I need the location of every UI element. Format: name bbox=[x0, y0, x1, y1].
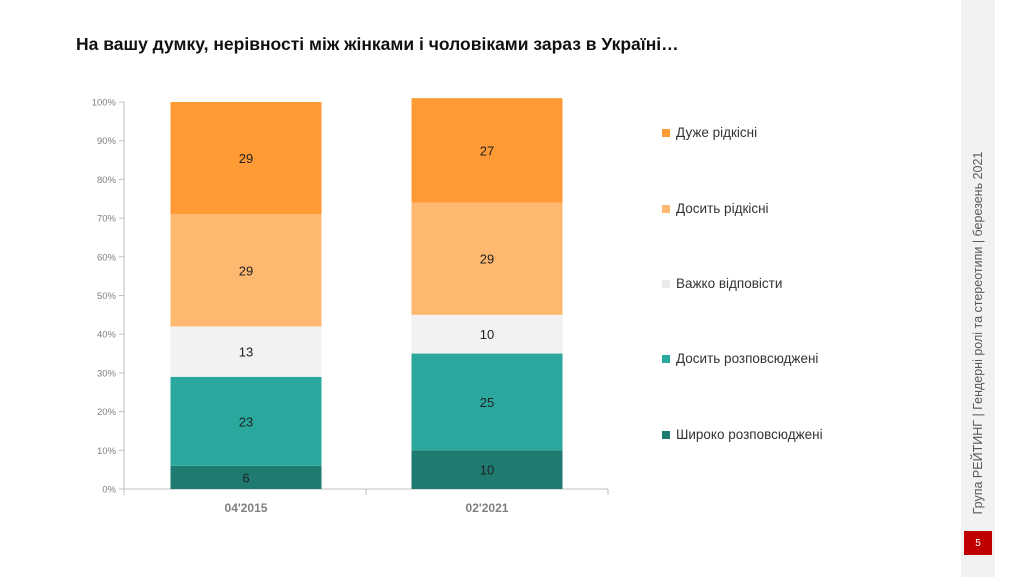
bar-segment bbox=[170, 326, 322, 377]
y-tick-label: 80% bbox=[97, 175, 117, 186]
legend-swatch bbox=[662, 128, 670, 137]
bar-segment bbox=[411, 98, 563, 203]
y-tick-label: 20% bbox=[97, 407, 117, 418]
data-label: 23 bbox=[239, 414, 253, 429]
y-tick-label: 90% bbox=[97, 136, 117, 147]
data-label: 10 bbox=[480, 327, 494, 342]
y-tick-label: 50% bbox=[97, 291, 117, 302]
bar-segment bbox=[411, 353, 563, 451]
bar-segment bbox=[170, 102, 322, 215]
legend-item: Дуже рідкісні bbox=[662, 125, 757, 140]
data-label: 6 bbox=[242, 470, 249, 485]
legend-item: Досить розповсюджені bbox=[662, 351, 818, 366]
y-tick-label: 40% bbox=[97, 330, 117, 341]
bar-segment bbox=[411, 450, 563, 489]
y-tick-label: 0% bbox=[102, 485, 116, 496]
legend-label: Дуже рідкісні bbox=[676, 125, 758, 140]
legend-swatch bbox=[662, 279, 670, 288]
sidebar-strip bbox=[961, 0, 995, 577]
y-tick-label: 10% bbox=[97, 446, 117, 457]
data-label: 29 bbox=[239, 263, 253, 278]
sidebar-caption: Група РЕЙТИНГ | Гендерні ролі та стереот… bbox=[971, 151, 985, 515]
data-label: 29 bbox=[239, 151, 253, 166]
chart-title: На вашу думку, нерівності між жінками і … bbox=[76, 34, 679, 54]
legend-swatch bbox=[662, 430, 670, 439]
data-label: 10 bbox=[480, 463, 494, 478]
data-label: 25 bbox=[480, 395, 494, 410]
legend-item: Важко відповісти bbox=[662, 276, 782, 291]
bar-segment bbox=[170, 376, 322, 466]
bar-segment bbox=[411, 202, 563, 315]
bar-segment bbox=[170, 465, 322, 489]
bar-segment bbox=[411, 314, 563, 354]
legend-label: Широко розповсюджені bbox=[676, 427, 823, 442]
y-tick-label: 100% bbox=[92, 98, 117, 109]
legend-item: Широко розповсюджені bbox=[662, 427, 823, 442]
x-tick-label: 04'2015 bbox=[225, 501, 268, 515]
legend-item: Досить рідкісні bbox=[662, 201, 769, 216]
page-number: 5 bbox=[964, 531, 992, 555]
legend-label: Важко відповісти bbox=[676, 276, 783, 291]
data-label: 27 bbox=[480, 143, 494, 158]
data-label: 29 bbox=[480, 252, 494, 267]
y-tick-label: 60% bbox=[97, 252, 117, 263]
stacked-bar-chart: 0% 10% 20% 30% 40% 50% 60% 70% 80% 90% 100% 6 23 13 29… bbox=[92, 98, 609, 515]
legend-label: Досить розповсюджені bbox=[676, 351, 819, 366]
legend-swatch bbox=[662, 354, 670, 363]
legend-swatch bbox=[662, 204, 670, 213]
x-tick-label: 02'2021 bbox=[466, 501, 509, 515]
y-tick-label: 30% bbox=[97, 368, 117, 379]
data-label: 13 bbox=[239, 345, 253, 360]
legend-label: Досить рідкісні bbox=[676, 201, 769, 216]
bar-segment bbox=[170, 214, 322, 327]
y-tick-label: 70% bbox=[97, 214, 117, 225]
